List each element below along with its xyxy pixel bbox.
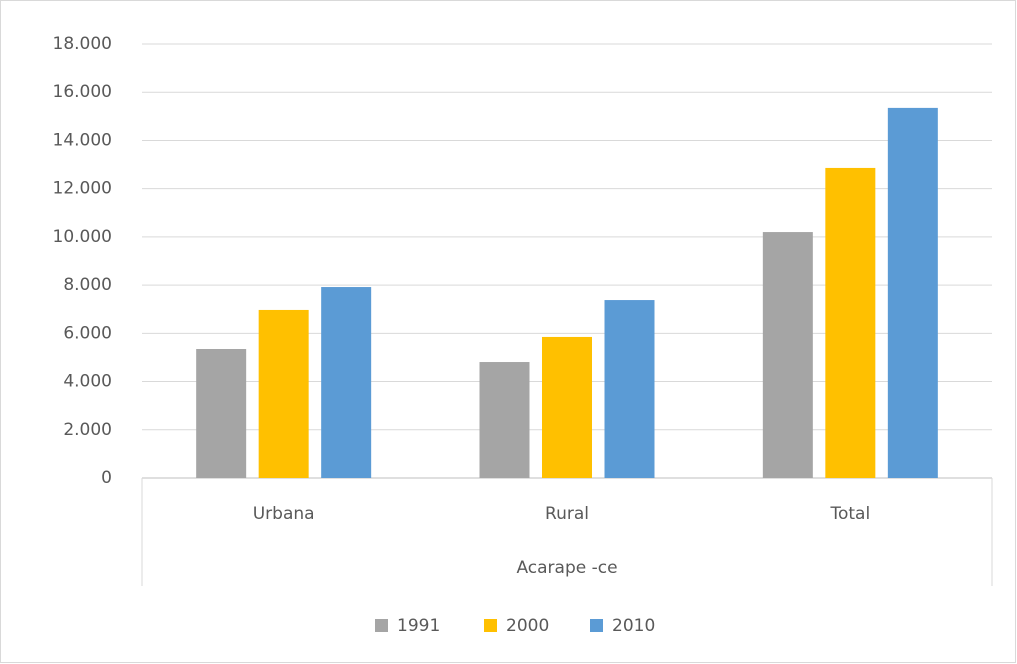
x-tick-label: Rural: [545, 504, 589, 524]
y-tick-label: 8.000: [63, 275, 112, 295]
x-group-label: Acarape -ce: [516, 558, 617, 578]
x-tick-label: Total: [829, 504, 870, 524]
y-tick-label: 6.000: [63, 323, 112, 343]
y-tick-label: 2.000: [63, 420, 112, 440]
bar: [321, 287, 372, 478]
y-tick-label: 10.000: [53, 227, 112, 247]
bar: [825, 167, 876, 479]
y-tick-label: 18.000: [53, 34, 112, 54]
legend-swatch: [484, 619, 497, 632]
legend-label: 1991: [397, 616, 440, 636]
y-tick-label: 4.000: [63, 372, 112, 392]
y-tick-label: 12.000: [53, 179, 112, 199]
bar: [762, 232, 813, 478]
y-tick-label: 0: [101, 468, 112, 488]
legend-label: 2010: [612, 616, 655, 636]
legend-label: 2000: [506, 616, 549, 636]
y-tick-label: 14.000: [53, 130, 112, 150]
bar: [479, 362, 530, 478]
legend-swatch: [375, 619, 388, 632]
bar: [887, 107, 938, 479]
legend-swatch: [590, 619, 603, 632]
y-tick-label: 16.000: [53, 82, 112, 102]
bar: [604, 300, 655, 478]
bar: [196, 349, 247, 478]
bar: [258, 309, 309, 478]
x-tick-label: Urbana: [253, 504, 315, 524]
bar: [542, 336, 592, 478]
